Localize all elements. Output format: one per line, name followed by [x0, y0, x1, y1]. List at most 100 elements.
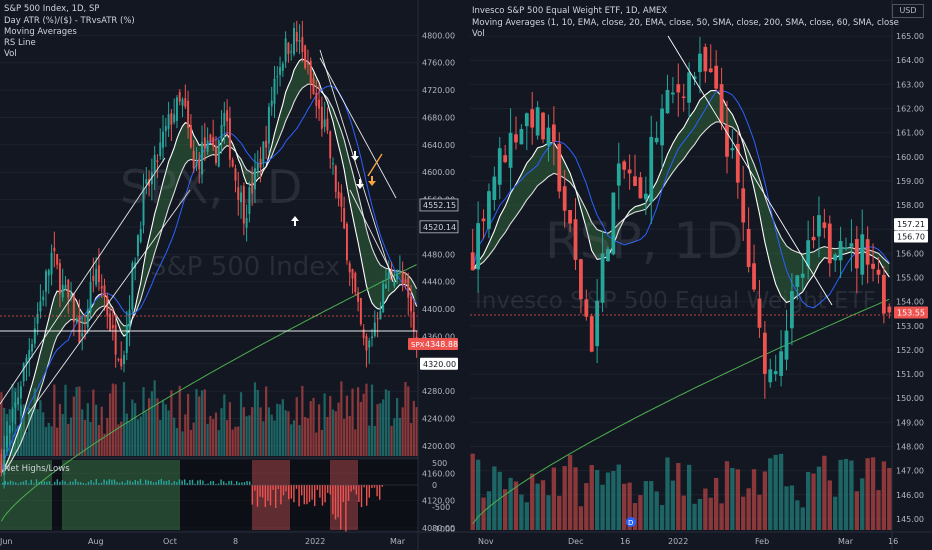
volume-bar: [331, 409, 335, 456]
volume-bar: [281, 399, 284, 456]
candle-body: [123, 355, 125, 364]
volume-bar: [44, 427, 48, 456]
volume-bar: [616, 464, 621, 530]
volume-bar: [30, 409, 34, 456]
left-indicator-3[interactable]: Vol: [4, 49, 17, 59]
left-indicator-1[interactable]: Moving Averages: [4, 27, 77, 37]
net-highs-lows-bar: [74, 478, 77, 485]
candle-body: [25, 357, 28, 365]
net-highs-lows-label[interactable]: Net Highs/Lows: [4, 464, 70, 474]
candle-body: [14, 402, 17, 408]
candle-body: [267, 106, 270, 144]
net-highs-lows-bar: [230, 480, 233, 485]
candle-body: [568, 210, 572, 224]
candle-body: [487, 191, 491, 229]
candle-body: [251, 182, 254, 194]
candle-body: [19, 386, 22, 399]
net-highs-lows-bar: [243, 482, 246, 485]
candle-body: [784, 330, 789, 360]
net-highs-lows-bar: [285, 485, 287, 492]
net-highs-lows-bar: [145, 479, 147, 485]
currency-badge[interactable]: USD: [892, 4, 924, 18]
candle-body: [725, 124, 729, 157]
net-highs-lows-bar: [363, 485, 365, 488]
candle-body: [384, 284, 387, 289]
candle-body: [170, 113, 173, 125]
candle-body: [248, 187, 251, 214]
volume-bar: [503, 489, 508, 530]
net-highs-lows-bar: [20, 482, 22, 485]
candle-body: [817, 215, 821, 237]
volume-bar: [253, 382, 257, 456]
volume-bar: [860, 478, 865, 530]
candle-body: [359, 297, 362, 324]
net-highs-lows-bar: [329, 485, 331, 495]
volume-bar: [843, 458, 849, 530]
net-highs-lows-tick: -500: [432, 503, 450, 512]
net-highs-lows-bar: [116, 481, 118, 485]
candle-body: [757, 298, 762, 328]
net-highs-lows-bar: [272, 485, 274, 490]
volume-bar: [134, 403, 137, 456]
candle-body: [470, 252, 475, 271]
volume-bar: [50, 426, 53, 456]
candle-body: [273, 78, 276, 104]
volume-bar: [259, 407, 262, 456]
candle-body: [117, 359, 120, 361]
time-axis: Jun Aug Oct 8 2022 Mar Nov Dec 16 2022 Feb Mar 16: [0, 531, 932, 546]
net-highs-lows-bar: [51, 484, 53, 485]
net-highs-lows-bar: [186, 482, 188, 485]
candle-body: [698, 53, 702, 73]
candle-body: [315, 92, 318, 106]
net-highs-lows-bar: [113, 479, 116, 485]
volume-bar: [251, 407, 254, 456]
volume-bar: [714, 477, 719, 530]
volume-bar: [156, 398, 159, 456]
candle-body: [579, 259, 583, 300]
net-highs-lows-bar: [28, 483, 30, 485]
volume-bar: [827, 480, 832, 530]
volume-bar: [22, 404, 25, 456]
right-indicator-1[interactable]: Vol: [472, 29, 485, 39]
volume-bar: [475, 459, 481, 530]
volume-bar: [778, 453, 784, 530]
volume-bar: [234, 426, 237, 456]
level-label: 4520.14: [423, 223, 456, 232]
candle-body: [295, 31, 298, 42]
net-highs-lows-bar: [72, 481, 74, 485]
volume-bar: [75, 386, 78, 456]
candle-body: [100, 286, 103, 289]
candle-body: [497, 148, 502, 185]
net-highs-lows-bar: [293, 485, 295, 503]
candle-body: [159, 142, 162, 156]
trendline: [349, 189, 397, 283]
candle-body: [345, 223, 348, 261]
candle-body: [312, 78, 315, 95]
candle-body: [109, 313, 112, 331]
candle-body: [589, 316, 594, 352]
candle-body: [67, 279, 70, 298]
volume-bar: [53, 384, 56, 456]
candle-body: [153, 154, 156, 173]
candle-body: [8, 425, 11, 434]
volume-bar: [822, 455, 827, 530]
volume-bar: [605, 472, 611, 530]
candle-body: [524, 113, 529, 127]
last-price-value: 4348.88: [425, 340, 458, 349]
volume-bar: [309, 401, 312, 456]
dividend-marker-label[interactable]: D: [628, 519, 633, 527]
level-label: 157.21: [897, 220, 925, 229]
net-highs-lows-bar: [191, 479, 194, 485]
volume-bar: [315, 432, 318, 456]
left-indicator-2[interactable]: RS Line: [4, 38, 36, 48]
net-highs-lows-bar: [269, 485, 272, 506]
dividend-marker[interactable]: [626, 517, 636, 527]
volume-bar: [398, 417, 402, 456]
candle-body: [103, 285, 106, 298]
left-indicator-0[interactable]: Day ATR (%)/($) - TRvsATR (%): [4, 16, 135, 26]
volume-bar: [142, 387, 145, 456]
volume-bar: [708, 497, 713, 530]
volume-bar: [334, 411, 337, 456]
volume-bar: [816, 466, 822, 530]
right-indicator-0[interactable]: Moving Averages (1, 10, EMA, close, 20, …: [472, 18, 899, 28]
